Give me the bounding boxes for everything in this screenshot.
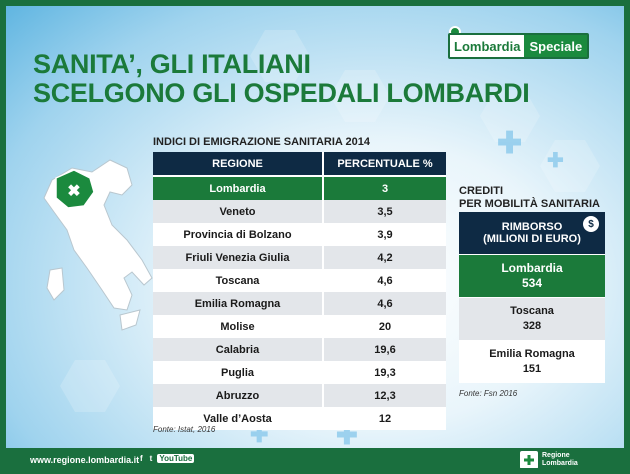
table-row: Puglia 19,3 xyxy=(153,361,446,384)
credits-table-title: CREDITI PER MOBILITÀ SANITARIA xyxy=(459,185,600,211)
table-row: Friuli Venezia Giulia 4,2 xyxy=(153,246,446,269)
twitter-icon[interactable]: t xyxy=(149,454,153,463)
percent-cell: 19,3 xyxy=(323,361,446,384)
youtube-icon[interactable]: YouTube xyxy=(157,454,195,463)
website-link[interactable]: www.regione.lombardia.it xyxy=(30,455,140,465)
region-cell: Toscana xyxy=(153,269,324,292)
credits-row: Lombardia 534 xyxy=(459,254,605,297)
credits-region: Toscana xyxy=(510,305,554,317)
percent-cell: 12 xyxy=(323,407,446,430)
credits-table: $ RIMBORSO (MILIONI DI EURO) Lombardia 5… xyxy=(459,212,605,383)
percent-cell: 20 xyxy=(323,315,446,338)
credits-region: Lombardia xyxy=(501,261,563,275)
brand-line-1: Regione xyxy=(542,452,570,459)
emigration-table-title: INDICI DI EMIGRAZIONE SANITARIA 2014 xyxy=(153,136,370,148)
table-row: Emilia Romagna 4,6 xyxy=(153,292,446,315)
column-header-percent: PERCENTUALE % xyxy=(323,152,446,176)
table-row: Molise 20 xyxy=(153,315,446,338)
region-cell: Abruzzo xyxy=(153,384,324,407)
sardinia-shape xyxy=(46,267,65,301)
social-links: f t YouTube xyxy=(138,454,195,463)
title-line-1: SANITA’, GLI ITALIANI xyxy=(33,49,311,79)
percent-cell: 3,9 xyxy=(323,223,446,246)
brand-line-2: Lombardia xyxy=(542,460,578,467)
table-row: Toscana 4,6 xyxy=(153,269,446,292)
region-cell: Friuli Venezia Giulia xyxy=(153,246,324,269)
emigration-table: REGIONE PERCENTUALE % Lombardia 3 Veneto 3… xyxy=(153,152,446,430)
region-cell: Emilia Romagna xyxy=(153,292,324,315)
percent-cell: 4,6 xyxy=(323,292,446,315)
credits-row: Toscana 328 xyxy=(459,297,605,340)
percent-cell: 19,6 xyxy=(323,338,446,361)
emigration-source: Fonte: Istat, 2016 xyxy=(153,425,216,434)
coin-icon: $ xyxy=(583,216,599,232)
credits-row: Emilia Romagna 151 xyxy=(459,340,605,383)
lombardia-region-shape xyxy=(55,169,95,209)
credits-region: Emilia Romagna xyxy=(489,348,575,360)
lombardia-speciale-logo: Lombardia Speciale xyxy=(448,33,590,59)
credits-title-line-2: PER MOBILITÀ SANITARIA xyxy=(459,198,600,210)
sicily-shape xyxy=(119,309,141,331)
hexagon-decoration xyxy=(540,140,600,192)
credits-header-line-2: (MILIONI DI EURO) xyxy=(483,233,581,245)
logo-text-right: Speciale xyxy=(524,35,588,57)
footer: www.regione.lombardia.it f t YouTube Reg… xyxy=(0,448,630,474)
percent-cell: 12,3 xyxy=(323,384,446,407)
plus-icon: ✚ xyxy=(547,150,564,172)
table-row: Veneto 3,5 xyxy=(153,200,446,223)
table-row: Lombardia 3 xyxy=(153,176,446,200)
table-row: Provincia di Bolzano 3,9 xyxy=(153,223,446,246)
table-row: Abruzzo 12,3 xyxy=(153,384,446,407)
regione-logo-text: Regione Lombardia xyxy=(542,452,578,468)
credits-value: 328 xyxy=(522,320,542,332)
logo-text-left: Lombardia xyxy=(454,38,521,54)
percent-cell: 3,5 xyxy=(323,200,446,223)
title-line-2: SCELGONO GLI OSPEDALI LOMBARDI xyxy=(33,78,530,108)
percent-cell: 3 xyxy=(323,176,446,200)
region-cell: Veneto xyxy=(153,200,324,223)
region-cell: Molise xyxy=(153,315,324,338)
region-cell: Provincia di Bolzano xyxy=(153,223,324,246)
percent-cell: 4,2 xyxy=(323,246,446,269)
region-cell: Valle d’Aosta xyxy=(153,407,324,430)
plus-icon: ✚ xyxy=(497,127,523,160)
credits-value: 534 xyxy=(521,276,543,290)
italy-map-icon: ✖ xyxy=(43,159,153,331)
credits-source: Fonte: Fsn 2016 xyxy=(459,389,518,398)
credits-value: 151 xyxy=(522,363,542,375)
region-cell: Puglia xyxy=(153,361,324,384)
regione-lombardia-logo: Regione Lombardia xyxy=(520,451,578,469)
column-header-region: REGIONE xyxy=(153,152,324,176)
credits-title-line-1: CREDITI xyxy=(459,185,503,197)
region-cell: Calabria xyxy=(153,338,324,361)
region-cell: Lombardia xyxy=(153,176,324,200)
percent-cell: 4,6 xyxy=(323,269,446,292)
table-row: Calabria 19,6 xyxy=(153,338,446,361)
lombardia-cross-icon: ✖ xyxy=(67,183,80,200)
regione-cross-icon xyxy=(520,451,538,469)
credits-header: $ RIMBORSO (MILIONI DI EURO) xyxy=(459,212,605,254)
page-title: SANITA’, GLI ITALIANI SCELGONO GLI OSPED… xyxy=(33,50,530,108)
facebook-icon[interactable]: f xyxy=(140,454,143,463)
credits-header-line-1: RIMBORSO xyxy=(501,221,563,233)
table-row: Valle d’Aosta 12 xyxy=(153,407,446,430)
